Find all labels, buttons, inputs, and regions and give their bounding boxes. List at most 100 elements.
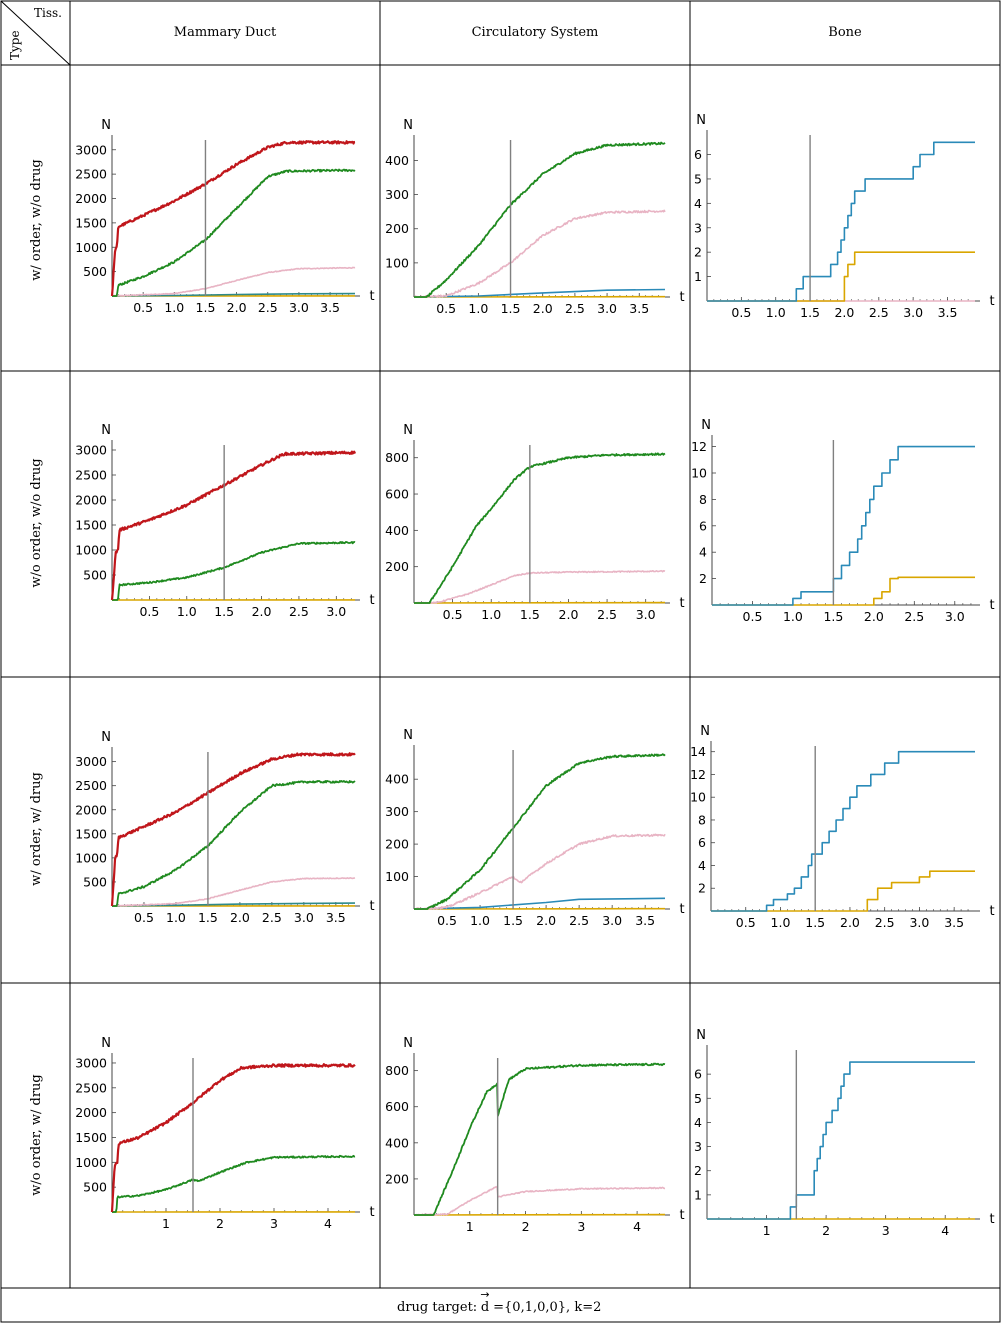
- x-tick-label: 1.5: [196, 300, 216, 315]
- row-label-4: w/o order, w/ drug: [29, 1074, 44, 1195]
- x-tick-label: 4: [633, 1219, 641, 1234]
- series-red: [110, 752, 356, 907]
- y-tick-label: 6: [699, 518, 707, 533]
- y-tick-label: 800: [385, 450, 409, 465]
- y-tick-label: 1000: [75, 543, 107, 558]
- x-tick-label: 2.5: [565, 301, 585, 316]
- x-tick-label: 2.5: [597, 607, 617, 622]
- series-blue: [413, 897, 666, 910]
- series-blue: [711, 750, 975, 912]
- x-tick-label: 1.0: [177, 604, 197, 619]
- chart-r2-c1: 0.5 1.0 1.5 2.0 2.5 3.0 500 1000 1500 2000 2500 300…: [75, 423, 374, 619]
- chart-r4-c1: 1 2 3 4 500 1000 1500 2000 2500 3000 Nt: [75, 1036, 374, 1231]
- x-tick-label: 3: [577, 1219, 585, 1234]
- chart-r1-c3: 0.5 1.0 1.5 2.0 2.5 3.0 3.5 1 2 3 4 5 6 Nt: [694, 113, 995, 320]
- chart-r3-c2: 0.5 1.0 1.5 2.0 2.5 3.0 3.5 100 200 300 400 Nt: [385, 728, 684, 928]
- x-tick-label: 1.0: [783, 609, 803, 624]
- x-tick-label: 2.0: [533, 301, 553, 316]
- y-tick-label: 5: [694, 171, 702, 186]
- series-pink: [414, 209, 666, 298]
- charts: 0.5 1.0 1.5 2.0 2.5 3.0 3.55001000150020002500…: [75, 113, 994, 1238]
- y-tick-label: 10: [691, 466, 707, 481]
- y-tick-label: 5: [694, 1091, 702, 1106]
- corner-type-label: Type: [8, 30, 22, 60]
- x-tick-label: 2.5: [875, 915, 895, 930]
- y-tick-label: 3000: [75, 1055, 107, 1070]
- y-tick-label: 10: [690, 790, 706, 805]
- x-tick-label: 1: [466, 1219, 474, 1234]
- x-tick-label: 1.5: [520, 607, 540, 622]
- series-pink: [414, 1185, 666, 1216]
- y-tick-label: 200: [385, 1171, 409, 1186]
- y-tick-label: 4: [698, 858, 706, 873]
- x-tick-label: 3.5: [326, 910, 346, 925]
- x-axis-label: t: [679, 596, 684, 611]
- row-label-1: w/ order, w/o drug: [29, 159, 44, 280]
- x-tick-label: 1.5: [503, 913, 523, 928]
- x-tick-label: 1.0: [470, 913, 490, 928]
- chart-r4-c3: 1 2 3 4 1 2 3 4 5 6 Nt: [694, 1028, 995, 1238]
- y-tick-label: 200: [385, 221, 409, 236]
- x-tick-label: 2: [822, 1223, 830, 1238]
- x-tick-label: 3.0: [945, 609, 965, 624]
- x-tick-label: 2.0: [230, 910, 250, 925]
- series-green: [111, 541, 356, 601]
- x-tick-label: 1.5: [823, 609, 843, 624]
- series-green: [413, 1062, 666, 1216]
- y-axis-label: N: [701, 418, 711, 433]
- x-axis-label: t: [679, 902, 684, 917]
- column-header-circulatory-system: Circulatory System: [472, 25, 599, 40]
- y-tick-label: 400: [385, 772, 409, 787]
- x-tick-label: 2: [216, 1216, 224, 1231]
- footer-vector-arrow: →: [480, 1288, 489, 1301]
- series-pink: [414, 833, 666, 910]
- y-tick-label: 12: [690, 767, 706, 782]
- x-tick-label: 2.5: [258, 300, 278, 315]
- chart-r2-c2: 0.5 1.0 1.5 2.0 2.5 3.0 200 400 600 800 Nt: [385, 423, 684, 622]
- y-tick-label: 300: [385, 804, 409, 819]
- x-tick-label: 1.5: [214, 604, 234, 619]
- x-tick-label: 2.0: [840, 915, 860, 930]
- x-tick-label: 3.5: [635, 913, 655, 928]
- y-tick-label: 6: [698, 835, 706, 850]
- x-axis-label: t: [679, 1208, 684, 1223]
- footer-vector: d: [481, 1300, 489, 1315]
- y-tick-label: 600: [385, 487, 409, 502]
- y-axis-label: N: [101, 730, 111, 745]
- series-pink: [111, 877, 356, 907]
- x-tick-label: 1: [162, 1216, 170, 1231]
- y-tick-label: 2500: [75, 167, 107, 182]
- y-axis-label: N: [700, 724, 710, 739]
- y-tick-label: 1000: [75, 1155, 107, 1170]
- x-tick-label: 1.5: [501, 301, 521, 316]
- x-tick-label: 2.5: [289, 604, 309, 619]
- x-tick-label: 0.5: [443, 607, 463, 622]
- y-tick-label: 1: [694, 1187, 702, 1202]
- y-tick-label: 1500: [75, 1130, 107, 1145]
- footer-caption: drug target: → d ={0,1,0,0}, k=2: [397, 1288, 601, 1315]
- x-axis-label: t: [989, 904, 994, 919]
- series-green: [413, 452, 666, 604]
- y-axis-label: N: [696, 1028, 706, 1043]
- y-tick-label: 1000: [75, 850, 107, 865]
- y-tick-label: 4: [694, 196, 702, 211]
- series-blue: [707, 141, 975, 302]
- y-tick-label: 6: [694, 1067, 702, 1082]
- series-teal: [111, 292, 356, 297]
- y-tick-label: 14: [690, 744, 706, 759]
- y-tick-label: 2: [694, 1163, 702, 1178]
- y-tick-label: 100: [385, 255, 409, 270]
- x-tick-label: 2.0: [252, 604, 272, 619]
- y-tick-label: 1000: [75, 240, 107, 255]
- y-tick-label: 500: [83, 568, 107, 583]
- y-tick-label: 100: [385, 869, 409, 884]
- y-tick-label: 8: [699, 492, 707, 507]
- y-tick-label: 3000: [75, 142, 107, 157]
- x-tick-label: 0.5: [436, 301, 456, 316]
- y-tick-label: 6: [694, 147, 702, 162]
- x-tick-label: 3.5: [629, 301, 649, 316]
- x-tick-label: 2.0: [559, 607, 579, 622]
- y-tick-label: 800: [385, 1063, 409, 1078]
- x-tick-label: 3.0: [294, 910, 314, 925]
